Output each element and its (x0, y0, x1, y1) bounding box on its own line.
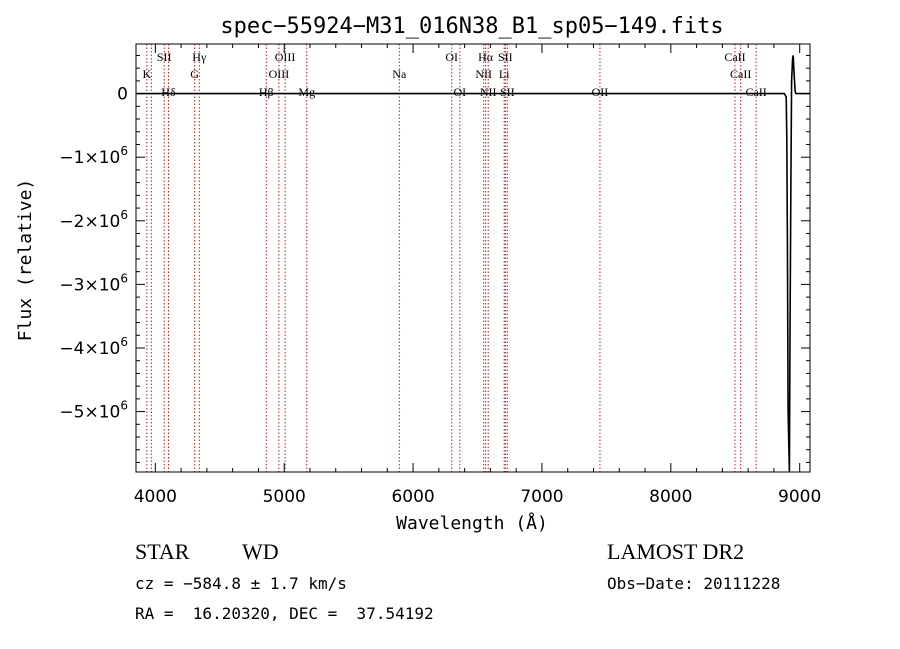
observation-date: Obs−Date: 20111228 (607, 574, 781, 593)
emission-line-labels: KSIIHδGHγHβOIIIOIIIMgNaOIOINIIHαNIILiSII… (142, 50, 766, 99)
line-marker-label-6: Hβ (259, 85, 274, 99)
object-class: STAR (135, 539, 190, 564)
y-tick-label-5: −5×106 (59, 399, 128, 423)
x-tick-label-4: 8000 (649, 487, 692, 507)
x-axis-label: Wavelength (Å) (396, 512, 548, 534)
line-marker-label-18: SII (500, 85, 515, 99)
y-tick-label-0: 0 (117, 85, 128, 105)
line-marker-label-16: Li (499, 67, 510, 81)
line-marker-label-5: Hγ (192, 50, 207, 64)
line-marker-label-9: Mg (298, 85, 315, 99)
survey-name: LAMOST DR2 (607, 539, 745, 564)
object-subclass: WD (242, 539, 279, 564)
line-marker-label-20: CaII (724, 50, 745, 64)
line-marker-label-17: SII (498, 50, 513, 64)
y-tick-label-2: −2×106 (59, 208, 128, 232)
line-marker-label-14: Hα (478, 50, 494, 64)
line-marker-label-8: OIII (275, 50, 296, 64)
line-marker-label-0: K (142, 67, 151, 81)
emission-line-markers (146, 44, 757, 472)
y-tick-label-1: −1×106 (59, 144, 128, 168)
chart-title: spec−55924−M31_016N38_B1_sp05−149.fits (220, 14, 723, 39)
line-marker-label-10: Na (392, 67, 407, 81)
y-axis-label: Flux (relative) (15, 179, 36, 342)
line-marker-label-19: OII (592, 85, 609, 99)
x-tick-label-1: 5000 (263, 487, 306, 507)
x-axis: 4000 5000 6000 7000 8000 9000 (134, 44, 821, 507)
y-tick-label-4: −4×106 (59, 335, 128, 359)
redshift-velocity: cz = −584.8 ± 1.7 km/s (135, 574, 347, 593)
sky-coordinates: RA = 16.20320, DEC = 37.54192 (135, 604, 434, 623)
line-marker-label-2: SII (157, 50, 172, 64)
line-marker-label-13: NII (475, 67, 492, 81)
y-tick-label-3: −3×106 (59, 271, 128, 295)
y-axis: 0 −1×106 −2×106 −3×106 −4×106 −5×106 (59, 54, 810, 463)
line-marker-label-7: OIII (269, 67, 290, 81)
line-marker-label-22: CaII (745, 85, 766, 99)
spectrum-line (136, 55, 810, 472)
x-tick-label-0: 4000 (134, 487, 177, 507)
line-marker-label-11: OI (445, 50, 458, 64)
line-marker-label-21: CaII (730, 67, 751, 81)
plot-frame (135, 43, 811, 473)
line-marker-label-12: OI (454, 85, 467, 99)
x-tick-label-5: 9000 (778, 487, 821, 507)
line-marker-label-15: NII (480, 85, 497, 99)
line-marker-label-4: G (190, 67, 199, 81)
x-tick-label-3: 7000 (520, 487, 563, 507)
line-marker-label-3: Hδ (161, 85, 176, 99)
x-tick-label-2: 6000 (391, 487, 434, 507)
